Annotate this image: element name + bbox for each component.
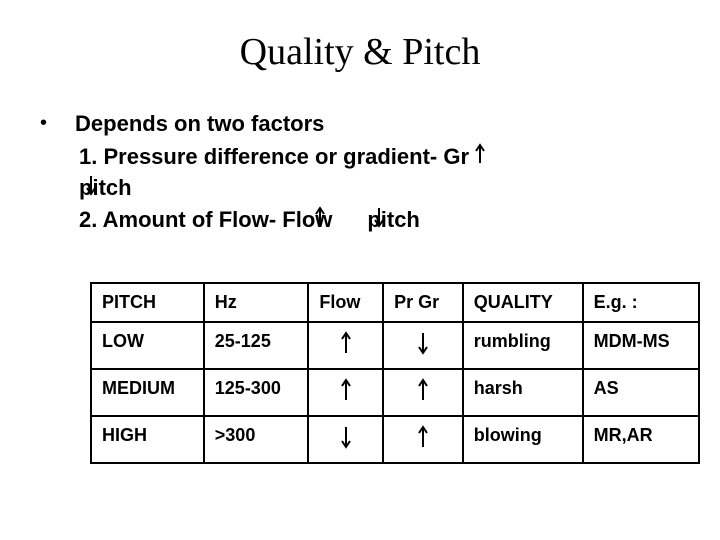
down-arrow-icon	[418, 339, 428, 359]
cell-hz: 125-300	[204, 369, 309, 416]
cell-prgr	[383, 416, 463, 463]
up-arrow-icon	[341, 339, 351, 359]
col-eg: E.g. :	[583, 283, 699, 322]
col-quality: QUALITY	[463, 283, 583, 322]
table-row: LOW 25-125 rumbling MDM-MS	[91, 322, 699, 369]
cell-quality: rumbling	[463, 322, 583, 369]
up-arrow-icon	[418, 433, 428, 453]
cell-flow	[308, 416, 383, 463]
up-arrow-icon	[315, 206, 325, 237]
col-flow: Flow	[308, 283, 383, 322]
cell-quality: blowing	[463, 416, 583, 463]
factor-2: 2. Amount of Flow- Flow pitch	[75, 205, 532, 237]
cell-eg: MR,AR	[583, 416, 699, 463]
pitch-table: PITCH Hz Flow Pr Gr QUALITY E.g. : LOW 2…	[90, 282, 700, 464]
cell-quality: harsh	[463, 369, 583, 416]
cell-pitch: LOW	[91, 322, 204, 369]
cell-flow	[308, 369, 383, 416]
table-row: MEDIUM 125-300 harsh AS	[91, 369, 699, 416]
cell-prgr	[383, 369, 463, 416]
cell-hz: 25-125	[204, 322, 309, 369]
slide-title: Quality & Pitch	[40, 30, 680, 74]
text-lines: Depends on two factors 1. Pressure diffe…	[75, 109, 532, 237]
cell-hz: >300	[204, 416, 309, 463]
cell-eg: AS	[583, 369, 699, 416]
table-row: HIGH >300 blowing MR,AR	[91, 416, 699, 463]
down-arrow-icon	[86, 174, 96, 205]
factors-heading: Depends on two factors	[75, 109, 532, 140]
factor-1: 1. Pressure difference or gradient- Gr p…	[75, 142, 532, 205]
up-arrow-icon	[475, 143, 485, 174]
col-hz: Hz	[204, 283, 309, 322]
col-pitch: PITCH	[91, 283, 204, 322]
table-header-row: PITCH Hz Flow Pr Gr QUALITY E.g. :	[91, 283, 699, 322]
down-arrow-icon	[374, 206, 384, 237]
col-prgr: Pr Gr	[383, 283, 463, 322]
down-arrow-icon	[341, 433, 351, 453]
up-arrow-icon	[341, 386, 351, 406]
up-arrow-icon	[418, 386, 428, 406]
factor-2-text-a: 2. Amount of Flow- Flow	[79, 207, 332, 232]
cell-flow	[308, 322, 383, 369]
bullet-marker: •	[40, 109, 47, 137]
cell-prgr	[383, 322, 463, 369]
factor-1-text-a: 1. Pressure difference or gradient- Gr	[79, 144, 469, 169]
cell-eg: MDM-MS	[583, 322, 699, 369]
cell-pitch: MEDIUM	[91, 369, 204, 416]
cell-pitch: HIGH	[91, 416, 204, 463]
content-block: • Depends on two factors 1. Pressure dif…	[40, 109, 680, 237]
